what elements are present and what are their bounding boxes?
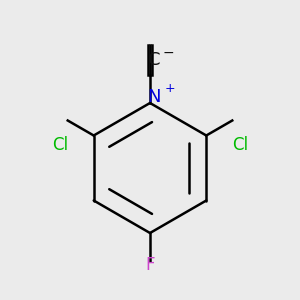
Text: −: − bbox=[163, 46, 175, 60]
Text: +: + bbox=[165, 82, 175, 95]
Text: F: F bbox=[145, 256, 155, 274]
Text: Cl: Cl bbox=[52, 136, 68, 154]
Text: C: C bbox=[148, 51, 160, 69]
Text: N: N bbox=[147, 88, 161, 106]
Text: Cl: Cl bbox=[232, 136, 248, 154]
